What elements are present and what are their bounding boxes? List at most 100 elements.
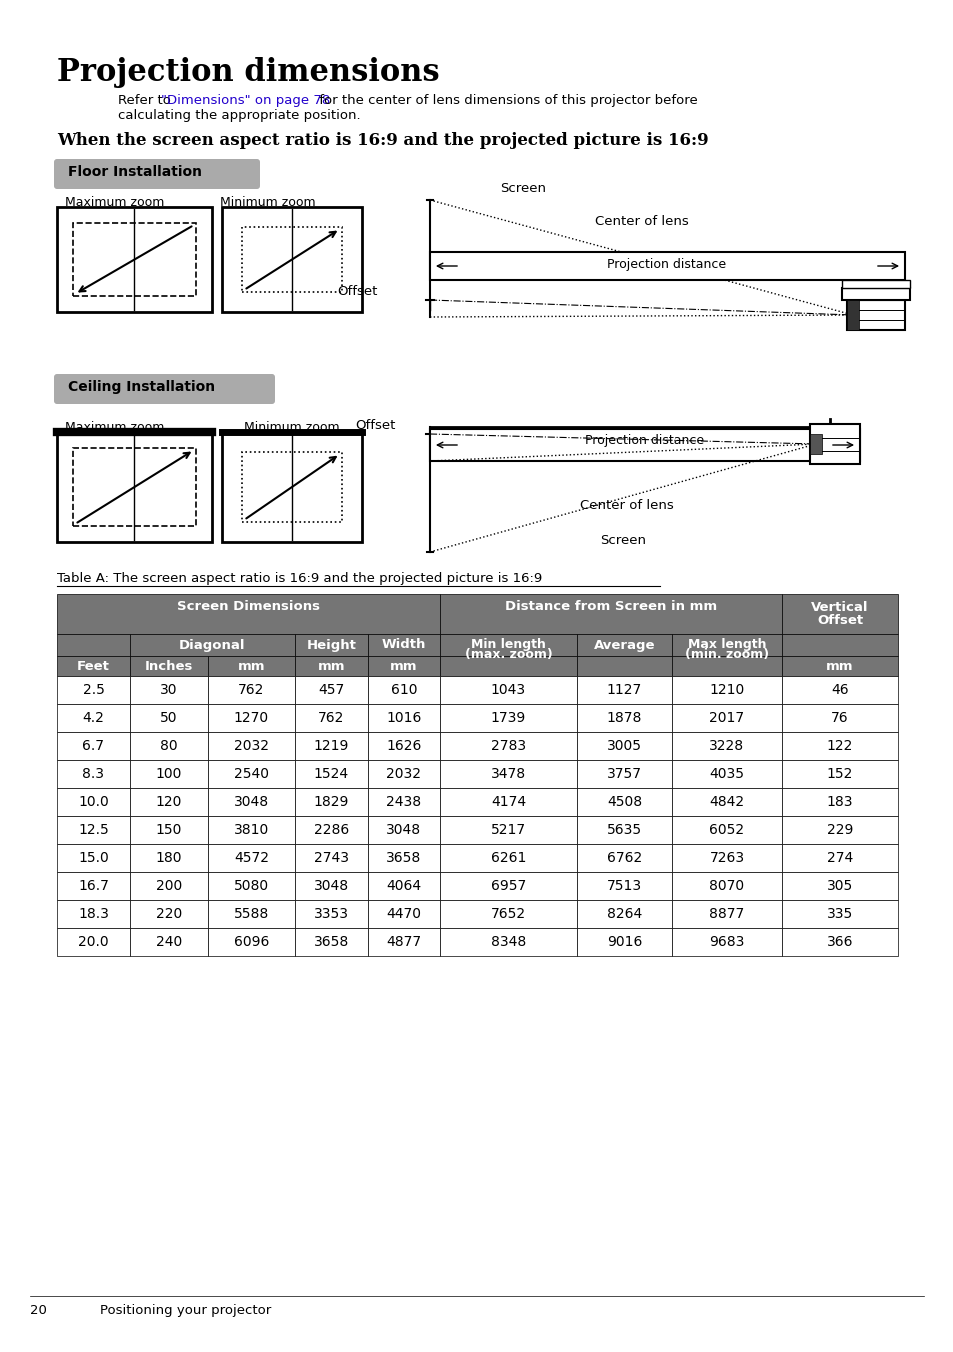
Bar <box>439 634 577 656</box>
Bar <box>208 731 294 760</box>
Text: 1524: 1524 <box>314 767 349 781</box>
Bar <box>577 817 671 844</box>
Bar <box>577 844 671 872</box>
Bar <box>846 300 858 330</box>
Text: Inches: Inches <box>145 660 193 672</box>
Bar <box>208 704 294 731</box>
Text: Distance from Screen in mm: Distance from Screen in mm <box>504 600 717 614</box>
Text: Height: Height <box>306 638 356 652</box>
Text: mm: mm <box>317 660 345 672</box>
Bar <box>294 817 368 844</box>
Bar <box>57 927 130 956</box>
Bar <box>368 760 439 788</box>
Text: 305: 305 <box>826 879 852 894</box>
Bar <box>671 872 781 900</box>
Bar <box>130 927 208 956</box>
Text: 1210: 1210 <box>709 683 744 698</box>
Text: 7652: 7652 <box>491 907 525 921</box>
Bar <box>841 288 909 300</box>
Bar <box>809 434 821 454</box>
Text: Maximum zoom: Maximum zoom <box>65 196 165 210</box>
Bar <box>671 900 781 927</box>
Text: 8.3: 8.3 <box>82 767 105 781</box>
Bar <box>57 817 130 844</box>
Bar <box>294 872 368 900</box>
Text: 2.5: 2.5 <box>83 683 104 698</box>
Text: Diagonal: Diagonal <box>179 638 246 652</box>
Bar <box>73 448 195 526</box>
Text: 6096: 6096 <box>233 936 269 949</box>
Bar <box>671 676 781 704</box>
Text: 2743: 2743 <box>314 850 349 865</box>
Bar <box>57 900 130 927</box>
Bar <box>439 656 577 676</box>
Text: 46: 46 <box>830 683 848 698</box>
Bar <box>208 817 294 844</box>
Bar <box>368 872 439 900</box>
Bar <box>368 817 439 844</box>
Bar <box>294 900 368 927</box>
Text: calculating the appropriate position.: calculating the appropriate position. <box>118 110 360 122</box>
Bar <box>577 872 671 900</box>
Bar <box>130 817 208 844</box>
Bar <box>439 900 577 927</box>
Bar <box>577 676 671 704</box>
Text: 8070: 8070 <box>709 879 743 894</box>
Text: Projection dimensions: Projection dimensions <box>57 57 439 88</box>
Bar <box>242 227 341 292</box>
Text: 762: 762 <box>318 711 344 725</box>
Bar <box>57 872 130 900</box>
Bar <box>781 656 897 676</box>
Text: 1127: 1127 <box>606 683 641 698</box>
Text: 6261: 6261 <box>490 850 526 865</box>
Bar <box>57 433 212 542</box>
Bar <box>294 844 368 872</box>
Text: 1016: 1016 <box>386 711 421 725</box>
Text: 610: 610 <box>391 683 416 698</box>
Bar <box>846 300 904 330</box>
Text: 8264: 8264 <box>606 907 641 921</box>
Text: 7263: 7263 <box>709 850 743 865</box>
Text: 1043: 1043 <box>491 683 525 698</box>
Text: 2032: 2032 <box>386 767 421 781</box>
Text: 366: 366 <box>826 936 852 949</box>
Bar <box>242 452 341 522</box>
Text: 5080: 5080 <box>233 879 269 894</box>
Bar <box>368 927 439 956</box>
Text: 183: 183 <box>826 795 852 808</box>
Bar <box>208 844 294 872</box>
Bar <box>294 760 368 788</box>
Text: 80: 80 <box>160 740 177 753</box>
Text: 2286: 2286 <box>314 823 349 837</box>
Bar <box>368 656 439 676</box>
Text: 3757: 3757 <box>606 767 641 781</box>
Text: Floor Installation: Floor Installation <box>68 165 202 178</box>
Text: Screen: Screen <box>599 534 645 548</box>
Bar <box>577 788 671 817</box>
Bar <box>439 731 577 760</box>
Bar <box>781 900 897 927</box>
Bar <box>57 704 130 731</box>
Bar <box>294 676 368 704</box>
Text: 3048: 3048 <box>314 879 349 894</box>
Bar <box>130 872 208 900</box>
Bar <box>130 760 208 788</box>
Bar <box>671 704 781 731</box>
Text: Maximum zoom: Maximum zoom <box>65 420 165 434</box>
Bar <box>781 731 897 760</box>
Bar <box>368 900 439 927</box>
Bar <box>208 872 294 900</box>
Text: 120: 120 <box>155 795 182 808</box>
Text: 3478: 3478 <box>491 767 525 781</box>
Text: mm: mm <box>237 660 265 672</box>
Bar <box>368 634 439 656</box>
Bar <box>577 927 671 956</box>
Bar <box>671 844 781 872</box>
Bar <box>130 676 208 704</box>
Text: 9683: 9683 <box>709 936 744 949</box>
Text: 18.3: 18.3 <box>78 907 109 921</box>
Text: 4572: 4572 <box>233 850 269 865</box>
Bar <box>577 760 671 788</box>
Bar <box>57 844 130 872</box>
Bar <box>781 927 897 956</box>
